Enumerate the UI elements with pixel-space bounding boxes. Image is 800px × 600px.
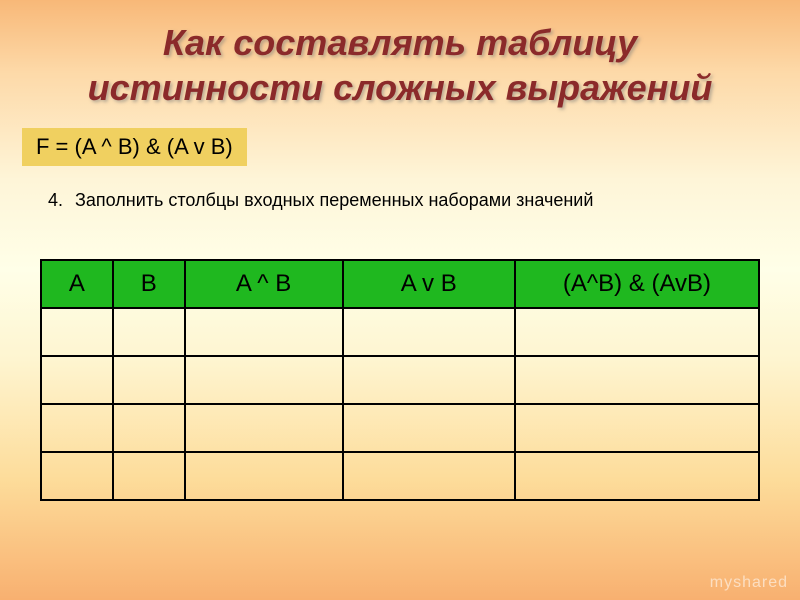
table-row — [41, 452, 759, 500]
col-header-a: A — [41, 260, 113, 308]
cell — [185, 356, 343, 404]
table-row — [41, 356, 759, 404]
cell — [185, 404, 343, 452]
col-header-result: (A^B) & (AvB) — [515, 260, 759, 308]
truth-table-container: A B A ^ B A v B (A^B) & (AvB) — [40, 259, 760, 501]
cell — [113, 452, 185, 500]
cell — [343, 404, 515, 452]
col-header-b: B — [113, 260, 185, 308]
cell — [185, 308, 343, 356]
table-row — [41, 404, 759, 452]
cell — [343, 356, 515, 404]
cell — [41, 308, 113, 356]
cell — [515, 308, 759, 356]
cell — [41, 452, 113, 500]
truth-table: A B A ^ B A v B (A^B) & (AvB) — [40, 259, 760, 501]
table-header-row: A B A ^ B A v B (A^B) & (AvB) — [41, 260, 759, 308]
cell — [343, 308, 515, 356]
instruction-number: 4. — [48, 190, 70, 211]
col-header-a-or-b: A v B — [343, 260, 515, 308]
watermark: myshared — [710, 574, 788, 592]
cell — [515, 356, 759, 404]
cell — [515, 452, 759, 500]
table-row — [41, 308, 759, 356]
title-line-2: истинности сложных выражений — [88, 67, 713, 108]
table-body — [41, 308, 759, 500]
col-header-a-and-b: A ^ B — [185, 260, 343, 308]
cell — [113, 404, 185, 452]
instruction-text: Заполнить столбцы входных переменных наб… — [75, 190, 593, 210]
formula-text: F = (A ^ B) & (A v B) — [36, 134, 233, 159]
cell — [113, 356, 185, 404]
cell — [185, 452, 343, 500]
cell — [41, 356, 113, 404]
formula-box: F = (A ^ B) & (A v B) — [22, 128, 247, 166]
cell — [343, 452, 515, 500]
title-line-1: Как составлять таблицу — [163, 22, 637, 63]
slide-title: Как составлять таблицу истинности сложны… — [0, 0, 800, 110]
cell — [113, 308, 185, 356]
cell — [515, 404, 759, 452]
cell — [41, 404, 113, 452]
instruction-line: 4. Заполнить столбцы входных переменных … — [48, 190, 800, 211]
